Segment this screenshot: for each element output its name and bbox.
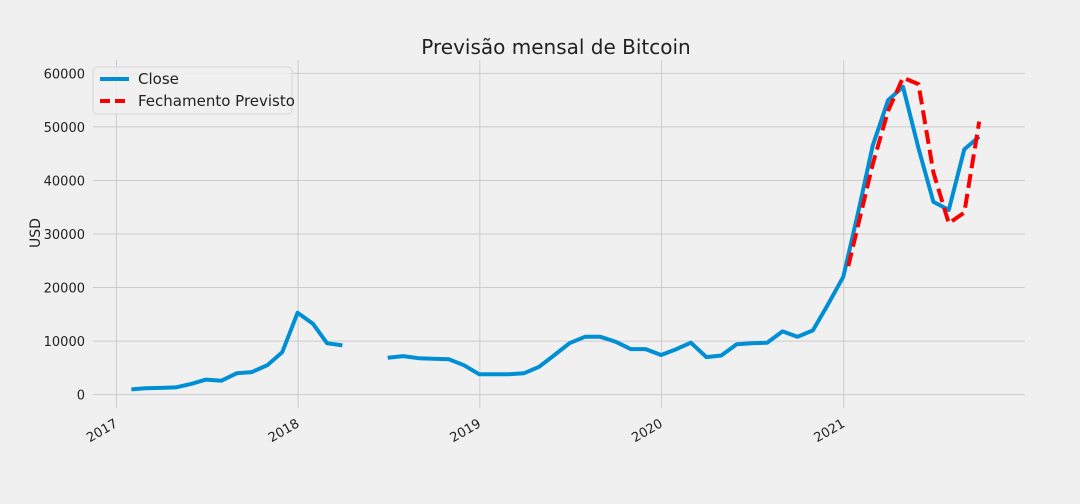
y-tick-label: 60000 <box>44 67 85 82</box>
y-axis-label: USD <box>28 218 44 248</box>
series-line-fechamento-previsto <box>846 75 982 267</box>
series-line-close <box>387 84 981 377</box>
chart-title: Previsão mensal de Bitcoin <box>421 35 690 59</box>
legend: Close Fechamento Previsto <box>92 66 295 115</box>
y-tick-label: 50000 <box>44 121 85 136</box>
y-tick-label: 0 <box>77 389 85 404</box>
y-tick-label: 10000 <box>44 335 85 350</box>
grid-lines <box>93 60 1025 408</box>
legend-label-close: Close <box>138 70 179 88</box>
series-lines <box>131 75 982 392</box>
legend-box <box>92 66 293 115</box>
y-tick-label: 20000 <box>44 282 85 297</box>
y-tick-label: 40000 <box>44 174 85 189</box>
legend-label-fechamento-previsto: Fechamento Previsto <box>138 92 295 110</box>
y-tick-label: 30000 <box>44 228 85 243</box>
series-line-close <box>131 310 343 392</box>
